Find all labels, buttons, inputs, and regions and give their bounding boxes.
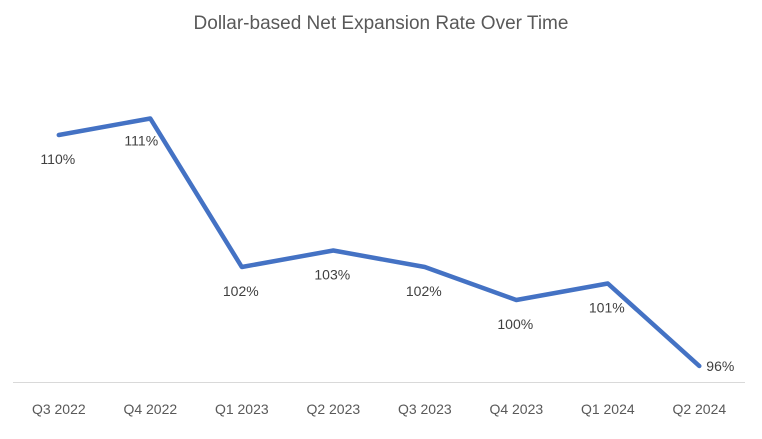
x-axis-tick-label: Q2 2023 [306,401,360,417]
x-axis-tick-label: Q1 2024 [581,401,635,417]
data-label: 102% [406,283,442,299]
chart-title: Dollar-based Net Expansion Rate Over Tim… [193,13,569,34]
data-label: 103% [314,267,350,283]
data-label: 111% [124,133,158,149]
x-axis-tick-label: Q3 2022 [32,401,86,417]
x-axis-tick-label: Q2 2024 [672,401,726,417]
data-label: 102% [223,283,259,299]
x-axis-tick-label: Q3 2023 [398,401,452,417]
data-label: 96% [706,358,734,374]
data-label: 100% [497,316,533,332]
x-axis-tick-label: Q4 2022 [123,401,177,417]
data-label: 101% [589,300,625,316]
data-label: 110% [40,151,75,167]
series-line [56,116,702,369]
x-axis-tick-label: Q4 2023 [489,401,543,417]
x-axis-tick-label: Q1 2023 [215,401,269,417]
